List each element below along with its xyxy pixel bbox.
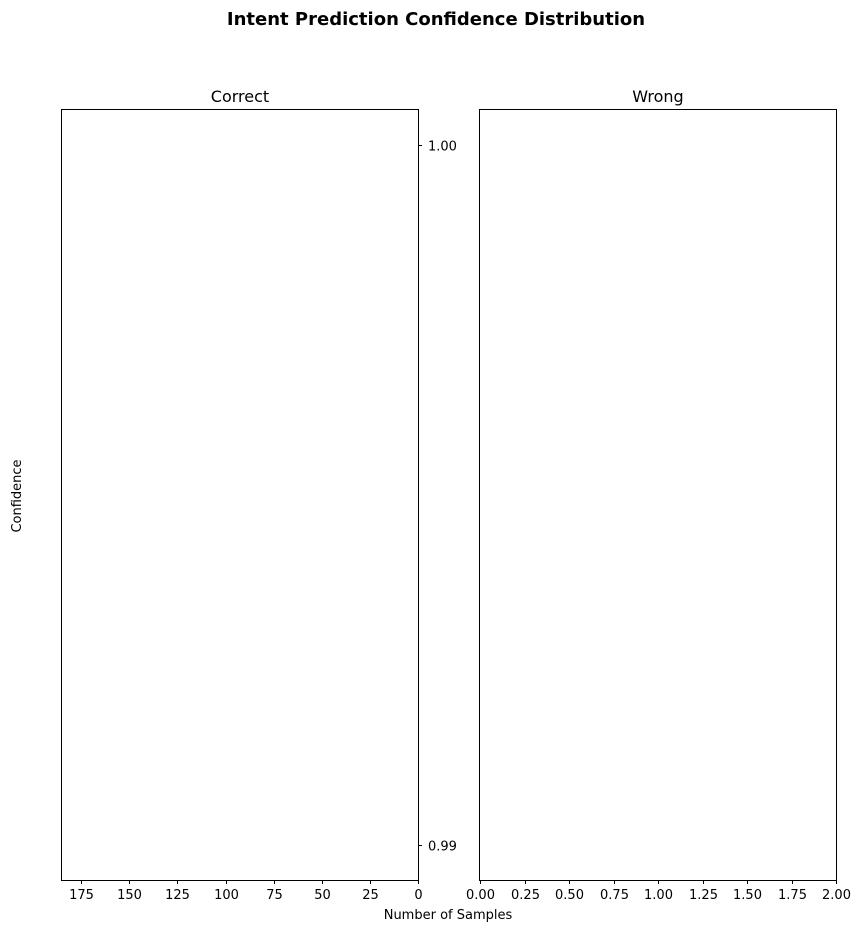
x-axis-wrong: 0.00 0.25 0.50 0.75 1.00 1.25 1.50 1.75 2.00 bbox=[466, 880, 851, 903]
x-tick-label: 1.50 bbox=[733, 888, 762, 903]
x-axis-label: Number of Samples bbox=[384, 908, 513, 923]
x-axis-correct: 175 150 125 100 75 50 25 0 bbox=[69, 880, 423, 903]
y-tick-label: 1.00 bbox=[428, 140, 457, 155]
x-tick-label: 50 bbox=[314, 888, 331, 903]
panel-correct: Correct 175 150 125 100 75 50 25 0 bbox=[61, 87, 423, 903]
y-axis-label: Confidence bbox=[10, 459, 25, 532]
x-tick-label: 0.50 bbox=[555, 888, 584, 903]
panel-title-wrong: Wrong bbox=[632, 87, 683, 106]
x-tick-label: 1.25 bbox=[689, 888, 718, 903]
panel-wrong: Wrong 0.00 0.25 0.50 0.75 1.00 1.25 1.50 1.75 2.… bbox=[466, 87, 851, 903]
plot-frame-wrong bbox=[479, 109, 837, 881]
x-tick-label: 1.00 bbox=[644, 888, 673, 903]
y-axis: 1.00 0.99 bbox=[418, 140, 457, 855]
x-tick-label: 2.00 bbox=[822, 888, 851, 903]
x-tick-label: 0.25 bbox=[511, 888, 540, 903]
x-tick-label: 0.00 bbox=[466, 888, 495, 903]
x-tick-label: 0.75 bbox=[600, 888, 629, 903]
x-tick-label: 0 bbox=[414, 888, 422, 903]
plot-frame-correct bbox=[61, 109, 419, 881]
x-tick-label: 125 bbox=[165, 888, 190, 903]
x-tick-label: 150 bbox=[117, 888, 142, 903]
y-tick-label: 0.99 bbox=[428, 840, 457, 855]
x-tick-label: 175 bbox=[69, 888, 94, 903]
chart-title: Intent Prediction Confidence Distributio… bbox=[227, 9, 645, 30]
x-tick-label: 1.75 bbox=[778, 888, 807, 903]
x-tick-label: 25 bbox=[362, 888, 379, 903]
x-tick-label: 100 bbox=[214, 888, 239, 903]
panel-title-correct: Correct bbox=[211, 87, 269, 106]
x-tick-label: 75 bbox=[266, 888, 283, 903]
